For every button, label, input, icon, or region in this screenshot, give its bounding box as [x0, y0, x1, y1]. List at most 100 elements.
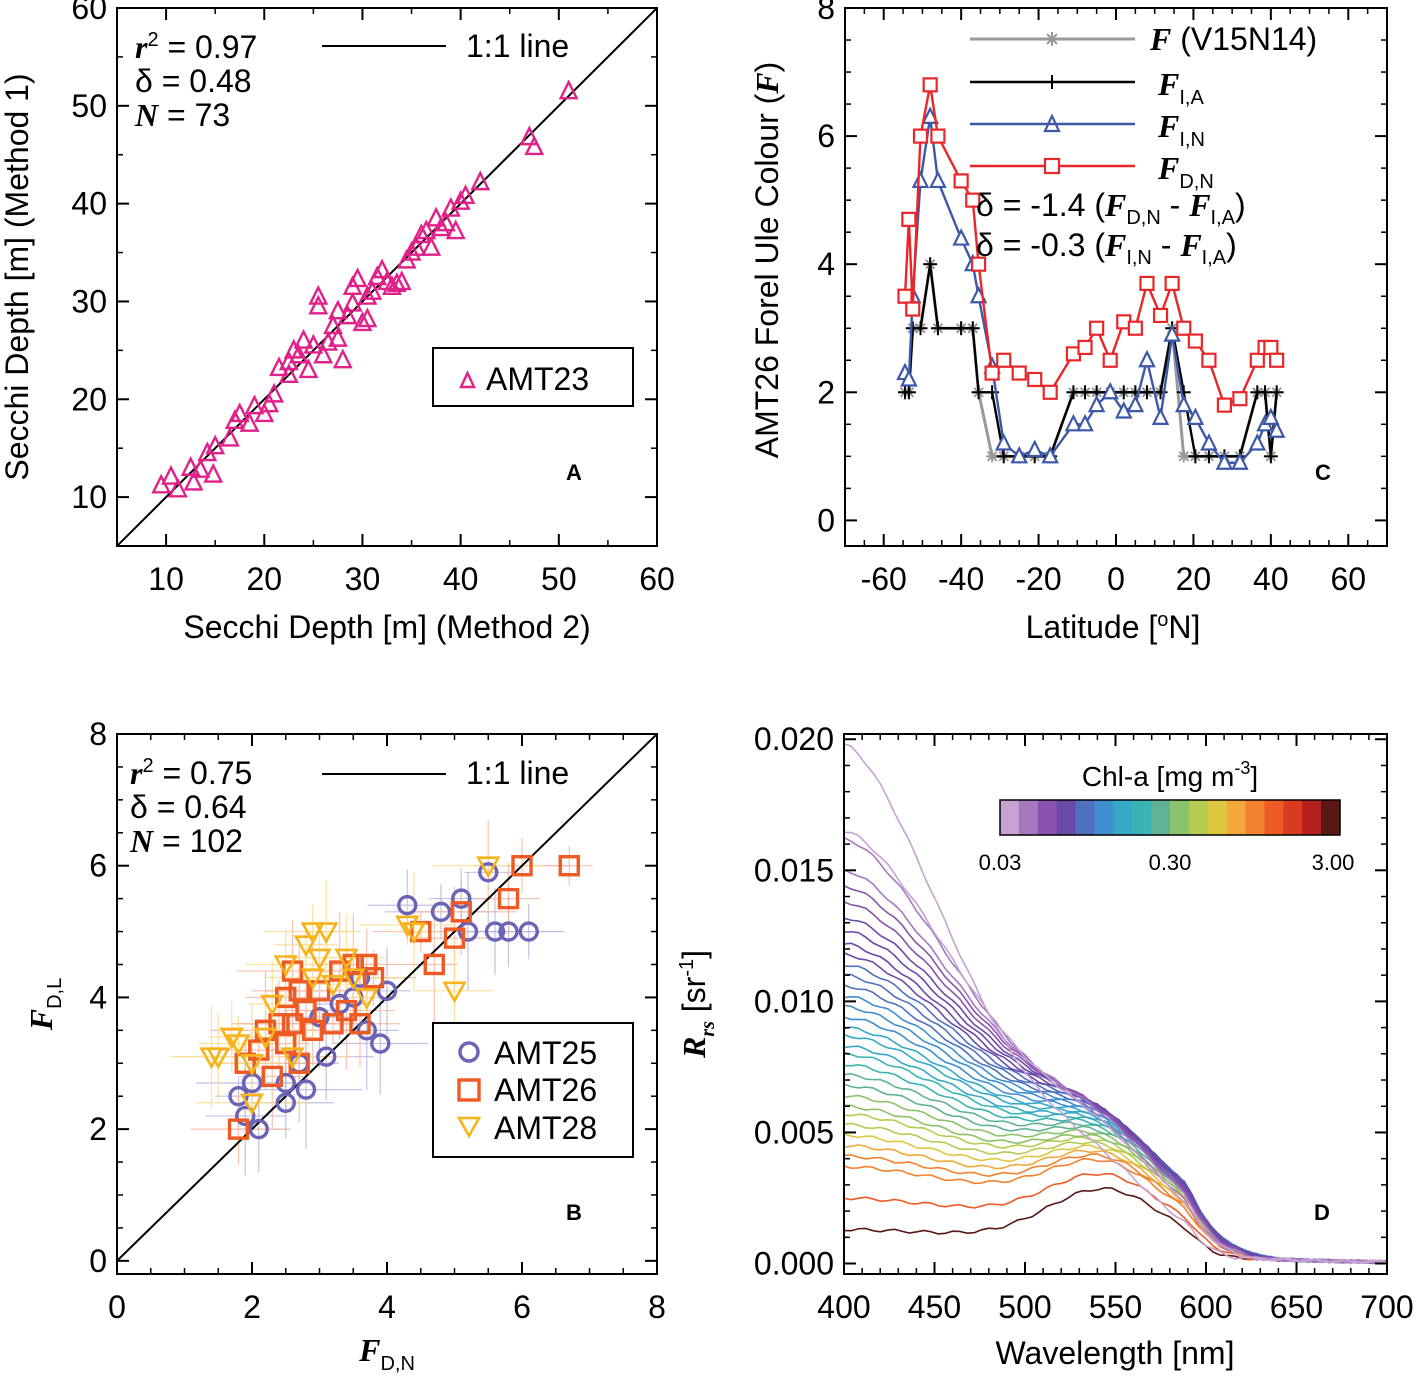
- y-tick-label: 0.000: [754, 1246, 834, 1282]
- x-tick-label: 20: [1176, 561, 1212, 597]
- amt23-triangle-point: [190, 458, 211, 478]
- amt23-triangle-point: [254, 402, 275, 423]
- rrs-spectrum-line: [844, 917, 1387, 1265]
- triangle-point: [1138, 349, 1156, 368]
- rrs-spectrum-line: [844, 1157, 1387, 1264]
- y-tick-label: 4: [89, 979, 107, 1015]
- y-tick-label: 20: [71, 381, 107, 417]
- panel-a-delta: δ = 0.48: [135, 63, 252, 99]
- x-tick-label: 2: [243, 1289, 261, 1325]
- y-tick-label: 6: [89, 848, 107, 884]
- amt25-circle-point: [275, 1092, 296, 1113]
- amt26-square-point: [288, 980, 310, 1002]
- rrs-spectrum-line: [844, 868, 1387, 1264]
- colorbar-swatch: [1000, 800, 1020, 835]
- colorbar-swatch: [1170, 800, 1190, 835]
- square-point: [1187, 333, 1203, 349]
- legend-triangle-marker: [1043, 113, 1061, 133]
- panel-a-legend-triangle-marker: [459, 370, 476, 389]
- panel-c-ticks: -60 -40 -20 0 20 40 60 0 2 4 6 8: [817, 0, 1388, 597]
- triangle-point: [1010, 445, 1028, 464]
- amt26-square-point: [275, 986, 297, 1009]
- square-point: [1152, 307, 1169, 324]
- amt23-triangle-point: [219, 426, 240, 447]
- amt26-square-point: [322, 1013, 344, 1035]
- panel-c-plot-area: [896, 77, 1286, 470]
- triangle-point: [1114, 401, 1133, 419]
- amt26-square-point: [497, 887, 520, 910]
- amt23-triangle-point: [332, 348, 353, 369]
- amt23-triangle-point: [264, 382, 285, 403]
- amt23-triangle-point: [524, 135, 545, 156]
- amt25-circle-point: [498, 921, 519, 942]
- amt25-circle-point: [518, 921, 539, 942]
- y-tick-label: 4: [817, 246, 835, 282]
- panel-b-plot-area: [117, 734, 657, 1262]
- amt23-triangle-point: [558, 79, 579, 100]
- amt28-triangle-down-point: [239, 1053, 265, 1076]
- amt28-triangle-down-point: [314, 922, 339, 945]
- panel-b-legend-label-amt26: AMT26: [494, 1072, 597, 1108]
- amt23-triangle-point: [357, 307, 378, 328]
- amt26-square-point: [268, 1013, 290, 1035]
- amt23-triangle-point: [298, 358, 319, 379]
- rrs-spectrum-line: [844, 1083, 1387, 1265]
- star-stroke: [986, 451, 998, 462]
- amt23-triangle-point: [278, 363, 299, 384]
- plus-point: [923, 257, 938, 272]
- y-tick-label: 8: [817, 0, 835, 26]
- amt23-triangle-point: [401, 240, 422, 261]
- rrs-spectrum-line: [844, 1063, 1387, 1264]
- x-tick-label: 400: [817, 1289, 870, 1325]
- x-tick-label: 60: [1330, 561, 1366, 597]
- amt26-square-point: [302, 1019, 324, 1042]
- rrs-spectrum-line: [844, 1133, 1387, 1265]
- amt23-triangle-point: [450, 189, 471, 210]
- x-tick-label: 20: [246, 561, 282, 597]
- panel-b-xlabel: FD,N: [358, 1332, 415, 1375]
- triangle-point: [994, 433, 1013, 451]
- plus-point: [1201, 449, 1216, 464]
- amt23-triangle-point: [455, 184, 476, 205]
- square-point: [965, 192, 981, 208]
- amt23-triangle-point: [239, 412, 260, 432]
- triangle-point: [1174, 394, 1193, 413]
- panel-b-legend-triangle-down-marker: [456, 1116, 482, 1139]
- legend-label-f-v15n14: F (V15N14): [1149, 21, 1317, 57]
- triangle-point: [911, 170, 930, 189]
- amt28-triangle-down-point: [280, 1047, 305, 1070]
- legend-label-f-in: FI,N: [1157, 108, 1205, 151]
- triangle-point: [1126, 394, 1145, 413]
- rrs-spectrum-line: [844, 831, 1387, 1265]
- amt28-triangle-down-point: [307, 948, 332, 971]
- triangle-point: [1186, 407, 1205, 426]
- triangle-point: [1215, 452, 1234, 470]
- amt25-circle-point: [451, 888, 472, 909]
- amt25-circle-point: [484, 921, 506, 942]
- square-point: [1216, 397, 1233, 413]
- panel-b-legend-line-label: 1:1 line: [466, 755, 569, 791]
- amt23-triangle-point: [386, 272, 407, 293]
- y-tick-label: 0.015: [754, 852, 834, 888]
- amt23-triangle-point: [161, 464, 181, 485]
- star-stroke: [1178, 451, 1189, 462]
- panel-a-legend-box: [432, 347, 634, 407]
- rrs-spectrum-line: [844, 1153, 1387, 1265]
- amt25-circle-point: [370, 1033, 391, 1054]
- panel-d-xlabel: Wavelength [nm]: [996, 1335, 1235, 1371]
- panel-b-legend-box: [432, 1022, 634, 1158]
- amt23-triangle-point: [435, 211, 456, 232]
- colorbar-swatch: [1207, 800, 1228, 835]
- square-point: [912, 128, 929, 144]
- amt25-circle-point: [376, 980, 398, 1002]
- legend-label-f-ia: FI,A: [1157, 66, 1204, 109]
- x-tick-label: -40: [938, 561, 984, 597]
- amt23-triangle-point: [167, 477, 188, 498]
- square-point: [1042, 384, 1058, 400]
- colorbar: [1000, 800, 1341, 835]
- x-tick-label: 450: [908, 1289, 961, 1325]
- amt28-triangle-down-point: [395, 915, 420, 938]
- panel-d-ylabel: Rrs [sr-1]: [676, 950, 719, 1059]
- amt25-circle-point: [430, 901, 452, 923]
